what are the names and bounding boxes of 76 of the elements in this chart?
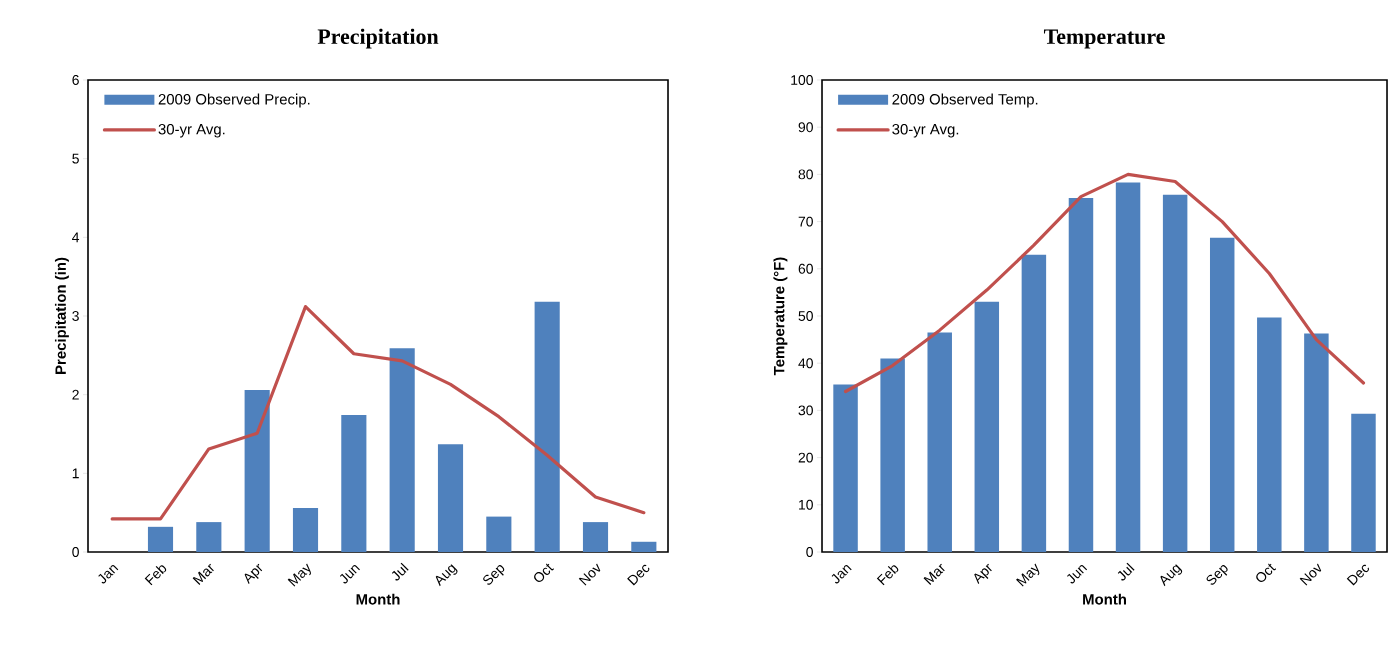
x-tick-label: Nov [1299, 563, 1322, 586]
x-tick-label: Apr [974, 563, 992, 585]
chart-title: Precipitation [317, 28, 439, 49]
x-tick-label: Feb [144, 565, 167, 586]
y-tick-label: 60 [798, 263, 813, 274]
x-tick-label: Mar [923, 563, 945, 585]
x-tick-label: Sep [1206, 565, 1228, 585]
bar [341, 415, 367, 552]
bar [1068, 198, 1094, 552]
y-tick-label: 70 [798, 216, 813, 227]
bar [631, 541, 657, 552]
legend-label: 2009 Observed Temp. [892, 93, 1038, 108]
y-tick-label: 10 [799, 499, 813, 510]
x-tick-label: Feb [876, 565, 899, 586]
bar [927, 332, 952, 552]
bar [196, 522, 222, 552]
bar [292, 507, 319, 552]
x-tick-label: Apr [244, 563, 263, 585]
x-tick-label: Dec [1346, 564, 1370, 586]
bar [974, 301, 1000, 552]
y-axis-title: Precipitation (in) [54, 257, 69, 374]
bar [1115, 182, 1141, 552]
bar [1304, 333, 1329, 552]
x-axis-title: Month [1083, 593, 1126, 605]
legend-label: 2009 Observed Precip. [158, 93, 310, 108]
y-axis-title: Temperature (°F) [773, 257, 788, 376]
bar [244, 389, 270, 552]
x-tick-label: Oct [1256, 563, 1277, 583]
chart-title: Temperature [1043, 29, 1165, 49]
bar [1209, 237, 1235, 552]
bar [147, 526, 174, 552]
bar [582, 522, 609, 552]
x-tick-label: Jan [831, 564, 852, 584]
bar [486, 516, 512, 552]
y-tick-label: 2 [72, 389, 79, 400]
bar [833, 384, 858, 552]
x-tick-label: Jun [1067, 564, 1088, 584]
x-tick-label: Mar [192, 563, 214, 585]
bar [1257, 317, 1282, 552]
x-tick-label: May [287, 563, 311, 587]
x-axis-title: Month [356, 593, 400, 605]
y-tick-label: 80 [798, 169, 813, 180]
y-tick-label: 40 [798, 358, 813, 369]
y-tick-label: 0 [72, 547, 79, 557]
y-tick-label: 6 [72, 75, 79, 85]
y-tick-label: 90 [798, 122, 813, 133]
bar [1021, 254, 1047, 552]
y-tick-label: 30 [798, 405, 813, 416]
y-tick-label: 50 [798, 311, 813, 321]
line-series [110, 304, 646, 521]
y-tick-label: 0 [806, 547, 813, 557]
line-series [843, 172, 1366, 394]
bar [534, 301, 560, 552]
x-tick-label: Dec [627, 564, 650, 586]
x-tick-label: Jan [98, 564, 119, 584]
bar [1162, 194, 1188, 552]
bar [437, 444, 464, 552]
x-tick-label: Jul [1117, 562, 1135, 581]
legend-label: 30-yr Avg. [892, 123, 959, 138]
y-tick-label: 5 [72, 153, 79, 164]
x-tick-label: Jul [391, 562, 409, 581]
x-tick-label: Aug [435, 564, 458, 587]
x-tick-label: Oct [534, 563, 554, 583]
y-tick-label: 20 [798, 452, 813, 463]
bar [389, 348, 415, 552]
y-tick-label: 3 [72, 311, 79, 321]
x-tick-label: Sep [483, 565, 505, 585]
bar [880, 358, 905, 552]
bar [1351, 413, 1376, 552]
y-tick-label: 1 [72, 468, 79, 479]
y-tick-label: 100 [791, 75, 813, 85]
y-tick-label: 4 [72, 232, 80, 243]
legend-label: 30-yr Avg. [158, 123, 225, 138]
x-tick-label: Aug [1160, 564, 1183, 587]
x-tick-label: Jun [339, 564, 360, 584]
x-tick-label: Nov [578, 563, 601, 586]
